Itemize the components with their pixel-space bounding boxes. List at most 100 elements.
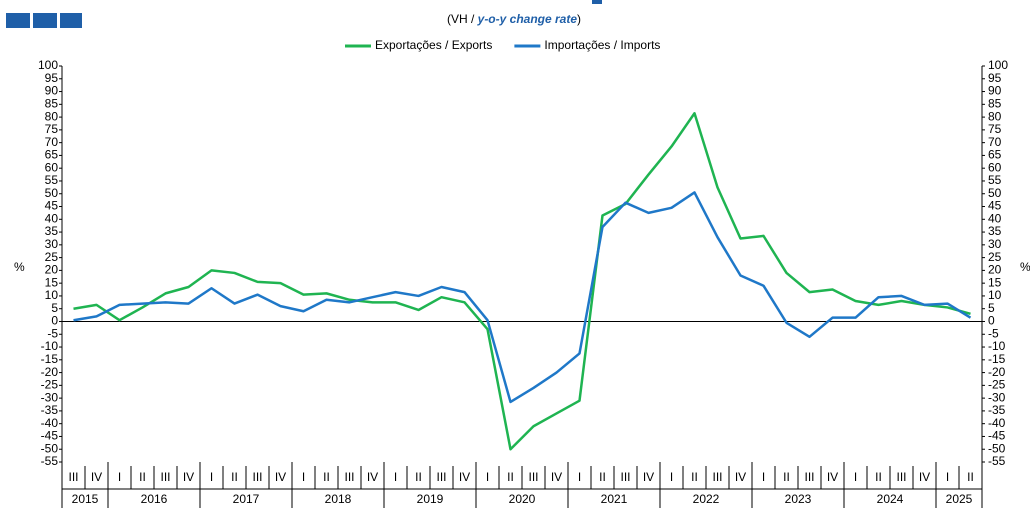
x-tick-label: I xyxy=(394,470,397,484)
x-tick-label: IV xyxy=(735,470,746,484)
y-tick-label: 40 xyxy=(988,211,1002,225)
y-axis-label: % xyxy=(14,260,25,274)
y-tick-label: -20 xyxy=(41,365,59,379)
title-fragment xyxy=(592,0,602,4)
y-tick-label: 0 xyxy=(51,314,58,328)
x-tick-label: II xyxy=(599,470,606,484)
y-tick-label: -15 xyxy=(41,352,59,366)
x-tick-label: III xyxy=(344,470,354,484)
x-tick-label: III xyxy=(896,470,906,484)
year-label: 2025 xyxy=(946,492,973,506)
y-tick-label: 35 xyxy=(988,224,1002,238)
y-tick-label: -20 xyxy=(988,365,1006,379)
y-tick-label: 15 xyxy=(45,275,59,289)
y-tick-label: -30 xyxy=(988,390,1006,404)
logo-block xyxy=(33,13,57,28)
y-tick-label: -35 xyxy=(988,403,1006,417)
year-label: 2018 xyxy=(325,492,352,506)
subtitle-part: (VH / xyxy=(447,12,478,26)
year-label: 2017 xyxy=(233,492,260,506)
y-tick-label: 55 xyxy=(45,173,59,187)
y-tick-label: -10 xyxy=(988,339,1006,353)
y-tick-label: -5 xyxy=(988,326,999,340)
y-tick-label: 35 xyxy=(45,224,59,238)
y-tick-label: 100 xyxy=(988,58,1008,72)
logo-block xyxy=(6,13,30,28)
x-tick-label: III xyxy=(620,470,630,484)
y-tick-label: 5 xyxy=(51,301,58,315)
y-tick-label: 85 xyxy=(45,96,59,110)
x-tick-label: IV xyxy=(459,470,470,484)
x-tick-label: I xyxy=(946,470,949,484)
x-tick-label: II xyxy=(691,470,698,484)
year-label: 2022 xyxy=(693,492,720,506)
y-tick-label: -55 xyxy=(41,454,59,468)
x-tick-label: I xyxy=(302,470,305,484)
y-tick-label: -10 xyxy=(41,339,59,353)
x-tick-label: III xyxy=(68,470,78,484)
y-axis-label: % xyxy=(1020,260,1030,274)
x-tick-label: I xyxy=(762,470,765,484)
y-tick-label: 60 xyxy=(988,160,1002,174)
x-tick-label: IV xyxy=(919,470,930,484)
y-tick-label: 5 xyxy=(988,301,995,315)
x-tick-label: II xyxy=(139,470,146,484)
y-tick-label: -35 xyxy=(41,403,59,417)
y-tick-label: 50 xyxy=(988,186,1002,200)
y-tick-label: 30 xyxy=(988,237,1002,251)
legend-label: Importações / Imports xyxy=(544,38,660,52)
y-tick-label: -55 xyxy=(988,454,1006,468)
x-tick-label: I xyxy=(578,470,581,484)
x-tick-label: III xyxy=(804,470,814,484)
y-tick-label: 20 xyxy=(45,263,59,277)
x-tick-label: III xyxy=(436,470,446,484)
y-tick-label: 75 xyxy=(45,122,59,136)
x-tick-label: I xyxy=(210,470,213,484)
year-label: 2016 xyxy=(141,492,168,506)
x-tick-label: IV xyxy=(551,470,562,484)
x-tick-label: II xyxy=(415,470,422,484)
x-tick-label: III xyxy=(712,470,722,484)
x-tick-label: III xyxy=(160,470,170,484)
x-tick-label: I xyxy=(854,470,857,484)
x-tick-label: II xyxy=(507,470,514,484)
subtitle-part: ) xyxy=(577,12,581,26)
y-tick-label: 60 xyxy=(45,160,59,174)
x-tick-label: IV xyxy=(643,470,654,484)
y-tick-label: 70 xyxy=(45,135,59,149)
x-tick-label: II xyxy=(783,470,790,484)
x-tick-label: I xyxy=(670,470,673,484)
legend-label: Exportações / Exports xyxy=(375,38,492,52)
y-tick-label: 95 xyxy=(988,71,1002,85)
y-tick-label: 90 xyxy=(988,84,1002,98)
x-tick-label: I xyxy=(118,470,121,484)
year-label: 2019 xyxy=(417,492,444,506)
y-tick-label: 10 xyxy=(988,288,1002,302)
year-label: 2021 xyxy=(601,492,628,506)
x-tick-label: I xyxy=(486,470,489,484)
x-tick-label: III xyxy=(252,470,262,484)
x-tick-label: IV xyxy=(183,470,194,484)
series-line xyxy=(73,112,971,451)
y-tick-label: 20 xyxy=(988,263,1002,277)
y-tick-label: -45 xyxy=(988,429,1006,443)
year-label: 2020 xyxy=(509,492,536,506)
y-tick-label: -40 xyxy=(41,416,59,430)
x-tick-label: II xyxy=(967,470,974,484)
y-tick-label: 30 xyxy=(45,237,59,251)
y-tick-label: 10 xyxy=(45,288,59,302)
y-tick-label: -5 xyxy=(47,326,58,340)
y-tick-label: 65 xyxy=(45,148,59,162)
y-tick-label: -15 xyxy=(988,352,1006,366)
x-tick-label: II xyxy=(875,470,882,484)
y-tick-label: 100 xyxy=(38,58,58,72)
y-tick-label: -45 xyxy=(41,429,59,443)
y-tick-label: 15 xyxy=(988,275,1002,289)
year-label: 2024 xyxy=(877,492,904,506)
y-tick-label: 70 xyxy=(988,135,1002,149)
y-tick-label: 40 xyxy=(45,211,59,225)
y-tick-label: -30 xyxy=(41,390,59,404)
y-tick-label: 50 xyxy=(45,186,59,200)
y-tick-label: 0 xyxy=(988,314,995,328)
x-tick-label: IV xyxy=(91,470,102,484)
